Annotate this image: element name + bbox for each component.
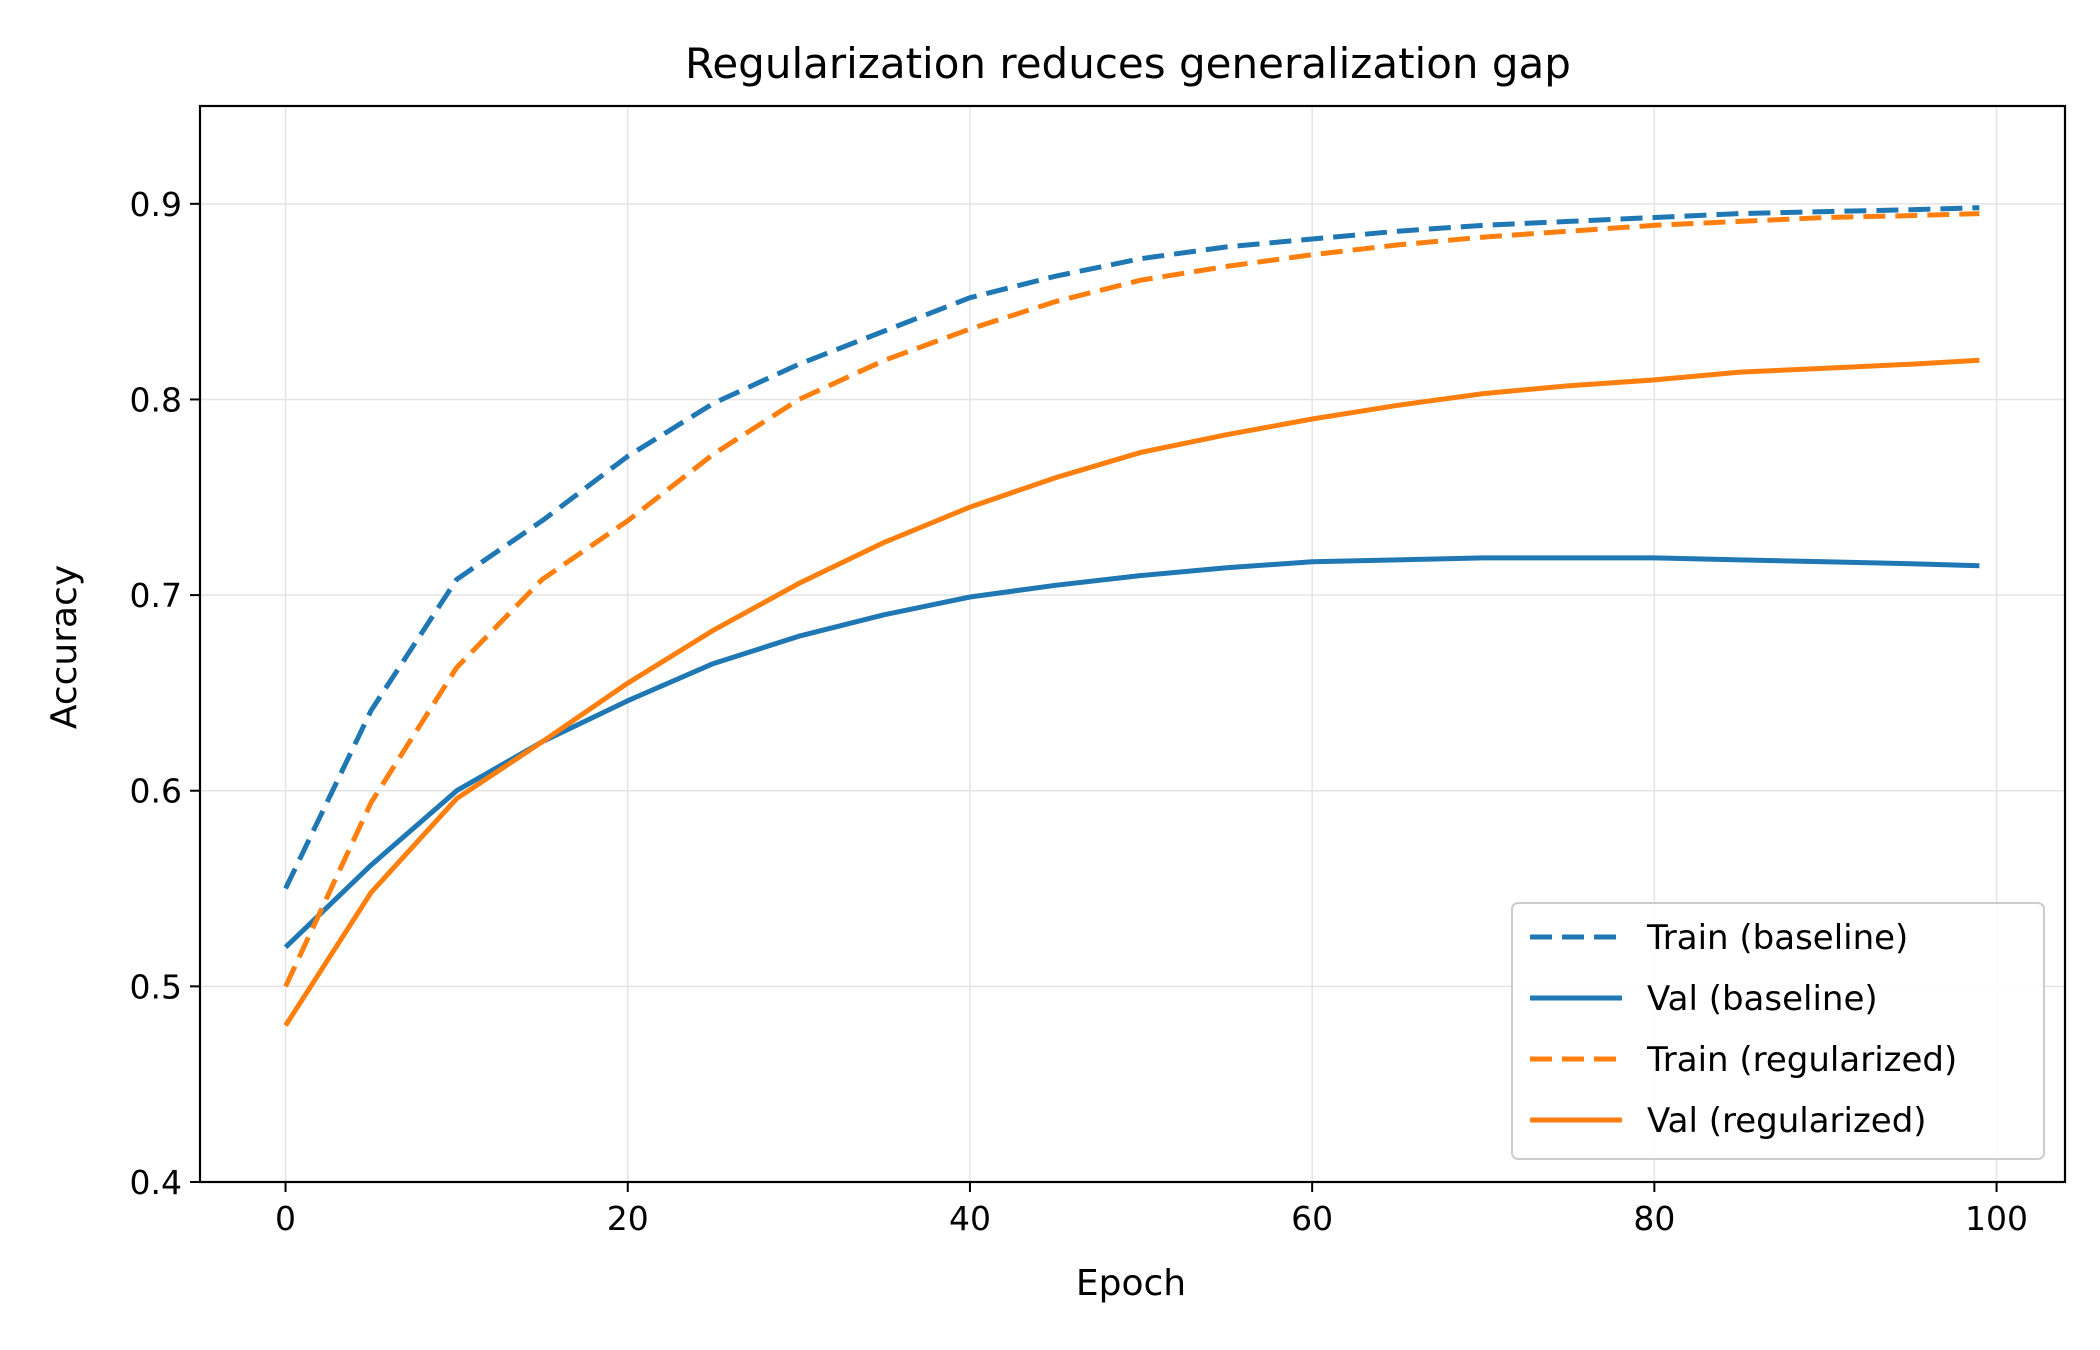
series-line-train-regularized — [283, 211, 1980, 988]
legend-label: Val (baseline) — [1647, 979, 1878, 1019]
x-tick-label: 100 — [1965, 1199, 2028, 1238]
x-tick-label: 80 — [1633, 1199, 1675, 1238]
y-tick-label: 0.8 — [130, 380, 182, 419]
y-tick-label: 0.7 — [130, 576, 182, 615]
series-line-val-baseline — [283, 555, 1980, 950]
x-axis-label: Epoch — [1076, 1263, 1186, 1304]
legend-box — [1511, 902, 2045, 1160]
legend: Train (baseline) Val (baseline) Train (reg… — [1511, 902, 2045, 1160]
y-axis-label: Accuracy — [44, 565, 85, 729]
x-tick-label: 20 — [607, 1199, 649, 1238]
y-tick-label: 0.5 — [130, 967, 182, 1006]
y-tick-label: 0.4 — [130, 1163, 182, 1202]
series-lines — [283, 205, 1980, 1027]
legend-label: Train (regularized) — [1646, 1040, 1957, 1080]
legend-label: Val (regularized) — [1647, 1101, 1927, 1141]
series-line-val-regularized — [283, 357, 1980, 1027]
y-tick-label: 0.6 — [130, 772, 182, 811]
x-tick-label: 40 — [949, 1199, 991, 1238]
plot-frame — [198, 104, 2067, 1184]
x-tick-label: 60 — [1291, 1199, 1333, 1238]
legend-label: Train (baseline) — [1646, 918, 1908, 958]
x-tick-label: 0 — [275, 1199, 296, 1238]
axis-ticks: 0 20 40 60 80 100 0.4 0.5 0.6 0.7 0.8 0.9 — [130, 185, 2029, 1238]
chart-title: Regularization reduces generalization ga… — [685, 39, 1571, 88]
y-tick-label: 0.9 — [130, 185, 182, 224]
series-line-train-baseline — [283, 205, 1980, 890]
